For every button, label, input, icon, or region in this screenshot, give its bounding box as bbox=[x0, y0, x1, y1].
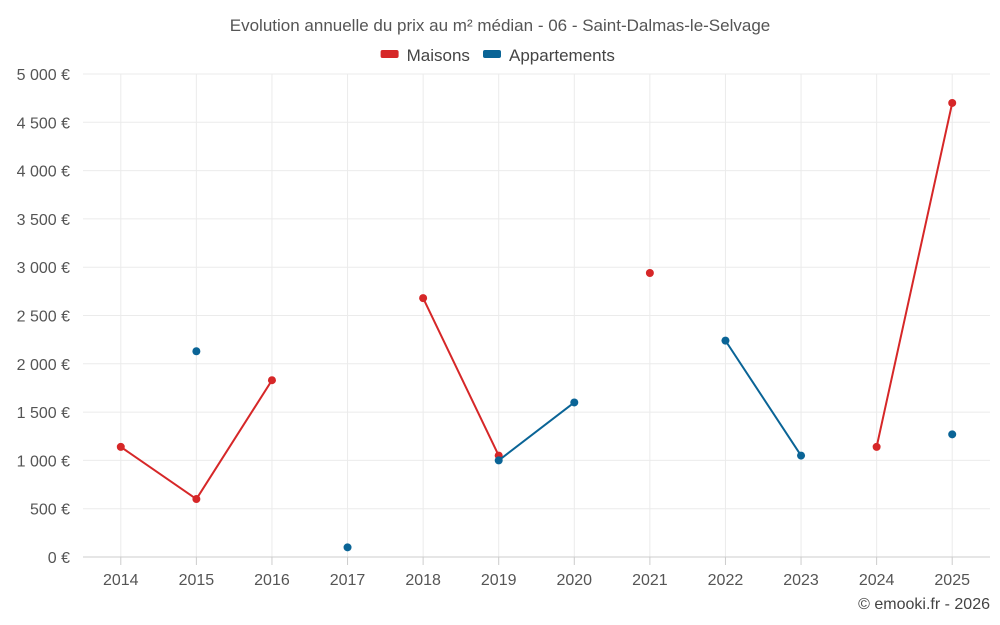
series-line-segment bbox=[497, 401, 576, 462]
series-line-segment bbox=[724, 339, 803, 457]
series-line-segment bbox=[195, 379, 273, 501]
x-tick-label: 2025 bbox=[934, 572, 970, 589]
legend: Maisons Appartements bbox=[380, 46, 615, 65]
x-tick-label: 2023 bbox=[783, 572, 819, 589]
data-point[interactable] bbox=[645, 268, 654, 277]
y-tick-label: 1 000 € bbox=[17, 453, 70, 470]
y-tick-label: 2 500 € bbox=[17, 309, 70, 326]
data-point[interactable] bbox=[116, 442, 125, 451]
x-tick-label: 2017 bbox=[330, 572, 366, 589]
y-tick-label: 4 500 € bbox=[17, 115, 70, 132]
x-tick-label: 2024 bbox=[859, 572, 895, 589]
y-tick-label: 0 € bbox=[48, 550, 70, 567]
x-tick-label: 2022 bbox=[708, 572, 744, 589]
chart-title: Evolution annuelle du prix au m² médian … bbox=[230, 16, 771, 35]
y-tick-label: 500 € bbox=[30, 502, 70, 519]
series-line-segment bbox=[119, 445, 198, 501]
x-tick-label: 2016 bbox=[254, 572, 290, 589]
legend-label: Appartements bbox=[509, 46, 615, 65]
legend-item-appartements[interactable]: Appartements bbox=[483, 46, 615, 65]
x-tick-label: 2014 bbox=[103, 572, 139, 589]
data-point[interactable] bbox=[419, 294, 428, 303]
data-point[interactable] bbox=[192, 495, 201, 504]
data-point[interactable] bbox=[948, 98, 957, 107]
x-tick-label: 2019 bbox=[481, 572, 517, 589]
data-point[interactable] bbox=[797, 451, 806, 460]
data-point[interactable] bbox=[948, 430, 957, 439]
legend-label: Maisons bbox=[407, 46, 470, 65]
legend-swatch bbox=[483, 50, 501, 58]
legend-swatch bbox=[380, 50, 399, 58]
y-tick-label: 3 000 € bbox=[17, 260, 70, 277]
axes: 0 € 500 € 1 000 € 1 500 € 2 000 € 2 500 € 3 00… bbox=[17, 67, 990, 589]
data-point[interactable] bbox=[192, 347, 201, 356]
y-tick-label: 1 500 € bbox=[17, 405, 70, 422]
series-appartements bbox=[192, 336, 957, 552]
credit-label: © emooki.fr - 2026 bbox=[858, 596, 990, 613]
y-tick-label: 3 500 € bbox=[17, 212, 70, 229]
series-line-segment bbox=[875, 101, 954, 448]
x-tick-label: 2015 bbox=[179, 572, 215, 589]
data-point[interactable] bbox=[721, 336, 730, 345]
y-tick-label: 4 000 € bbox=[17, 164, 70, 181]
data-point[interactable] bbox=[267, 376, 276, 385]
x-tick-label: 2018 bbox=[405, 572, 441, 589]
legend-item-maisons[interactable]: Maisons bbox=[380, 46, 470, 65]
grid bbox=[83, 73, 990, 558]
y-tick-label: 5 000 € bbox=[17, 67, 70, 84]
y-tick-label: 2 000 € bbox=[17, 357, 70, 374]
x-tick-label: 2020 bbox=[556, 572, 592, 589]
data-point[interactable] bbox=[494, 456, 503, 465]
data-point[interactable] bbox=[872, 442, 881, 451]
series-maisons bbox=[116, 98, 957, 504]
series-layer bbox=[116, 98, 957, 552]
series-line-segment bbox=[422, 297, 500, 457]
data-point[interactable] bbox=[570, 398, 579, 407]
x-tick-label: 2021 bbox=[632, 572, 668, 589]
data-point[interactable] bbox=[343, 543, 352, 552]
